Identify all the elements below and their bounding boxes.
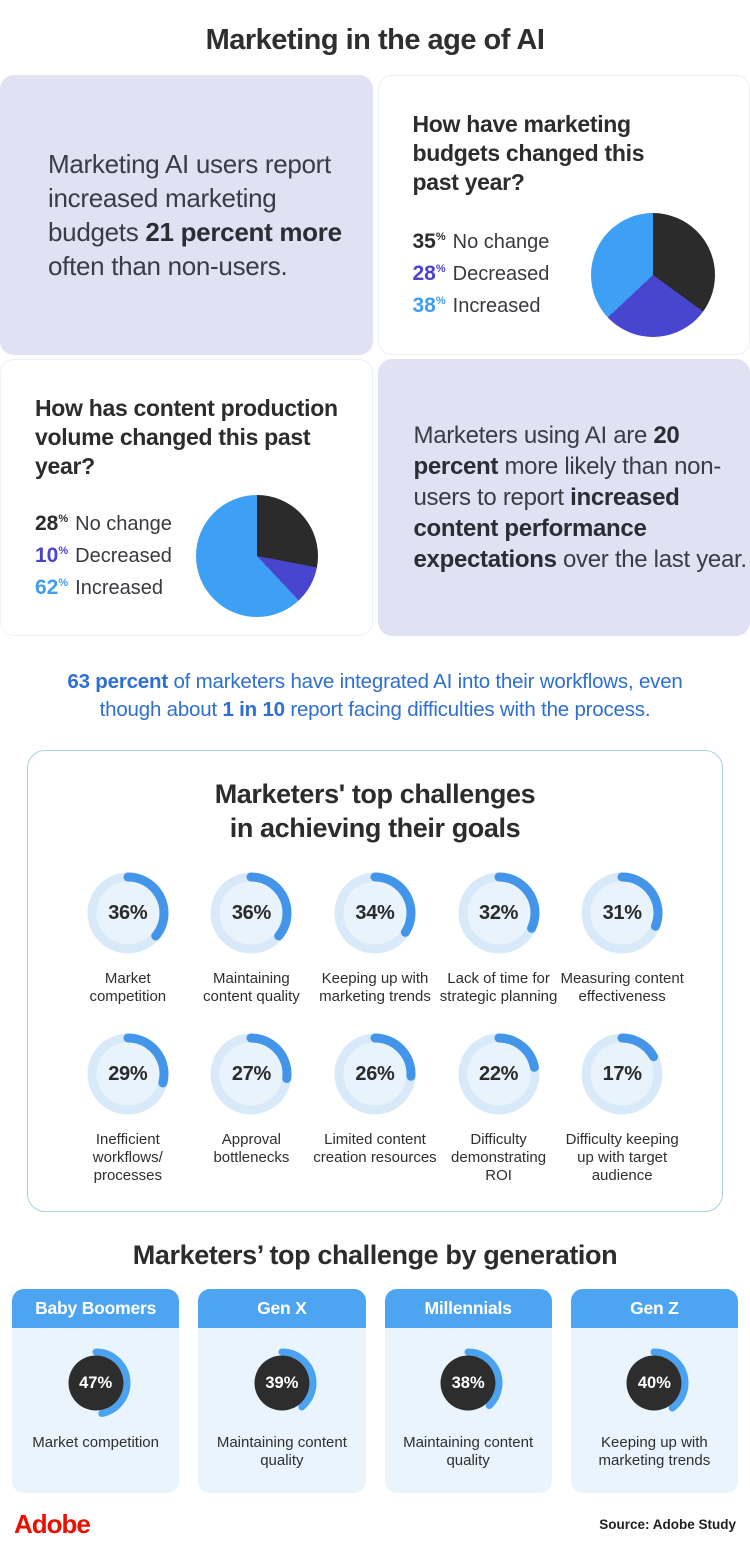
progress-ring: 34% (333, 871, 417, 955)
progress-ring: 29% (86, 1032, 170, 1116)
progress-ring: 39% (244, 1345, 320, 1421)
challenge-stat: 17% Difficulty keeping up with target au… (560, 1032, 684, 1185)
generation-card-baby-boomers: Baby Boomers 47% Market competition (12, 1289, 180, 1493)
progress-ring: 22% (457, 1032, 541, 1116)
stat-card-expectations: Marketers using AI are 20 percent more l… (377, 359, 750, 636)
progress-ring: 32% (457, 871, 541, 955)
stat-card-content-volume: How has content production volume change… (0, 359, 373, 636)
legend-item: 28% No change (35, 512, 172, 535)
challenge-stat: 32% Lack of time for strategic planning (437, 871, 561, 1006)
progress-ring: 31% (580, 871, 664, 955)
progress-ring: 27% (209, 1032, 293, 1116)
budgets-chart-row: 35% No change 28% Decreased 38% Increased (413, 211, 732, 337)
progress-ring: 36% (86, 871, 170, 955)
progress-ring: 17% (580, 1032, 664, 1116)
challenge-stat: 36% Market competition (66, 871, 190, 1006)
page-title: Marketing in the age of AI (205, 24, 545, 56)
budgets-pie-chart (591, 213, 715, 337)
stats-grid: Marketing AI users report increased mark… (0, 75, 750, 636)
generation-card-millennials: Millennials 38% Maintaining content qual… (384, 1289, 552, 1493)
challenge-stat: 26% Limited content creation resources (313, 1032, 437, 1185)
challenges-panel: Marketers' top challenges in achieving t… (27, 750, 723, 1212)
content-volume-question: How has content production volume change… (35, 395, 338, 479)
challenge-stat: 29% Inefficient workflows/ processes (66, 1032, 190, 1185)
stat-card-ai-users: Marketing AI users report increased mark… (0, 75, 373, 355)
expectations-statement: Marketers using AI are 20 percent more l… (413, 422, 748, 573)
challenge-stat: 22% Difficulty demonstrating ROI (437, 1032, 561, 1185)
stat-card-budgets: How have marketing budgets changed this … (377, 75, 750, 355)
generation-card-gen-x: Gen X 39% Maintaining content quality (198, 1289, 366, 1493)
challenges-row-2: 29% Inefficient workflows/ processes 27%… (56, 1032, 694, 1185)
progress-ring: 47% (58, 1345, 134, 1421)
content-chart-row: 28% No change 10% Decreased 62% Increased (35, 495, 354, 617)
integration-callout: 63 percent of marketers have integrated … (67, 670, 683, 721)
budgets-legend: 35% No change 28% Decreased 38% Increased (413, 222, 550, 326)
budgets-question: How have marketing budgets changed this … (412, 111, 645, 195)
legend-item: 10% Decreased (35, 544, 172, 567)
challenge-stat: 27% Approval bottlenecks (190, 1032, 314, 1185)
challenges-row-1: 36% Market competition 36% Maintaining c… (56, 871, 694, 1006)
challenge-stat: 31% Measuring content effectiveness (560, 871, 684, 1006)
footer: Adobe Source: Adobe Study (14, 1509, 736, 1540)
legend-item: 38% Increased (412, 294, 541, 317)
legend-item: 35% No change (412, 230, 550, 253)
adobe-logo: Adobe (14, 1509, 91, 1539)
content-legend: 28% No change 10% Decreased 62% Increased (35, 504, 172, 608)
ai-users-statement: Marketing AI users report increased mark… (48, 149, 342, 281)
generation-title: Marketers’ top challenge by generation (132, 1240, 618, 1270)
progress-ring: 26% (333, 1032, 417, 1116)
legend-item: 62% Increased (35, 576, 163, 599)
progress-ring: 40% (616, 1345, 692, 1421)
progress-ring: 36% (209, 871, 293, 955)
challenge-stat: 36% Maintaining content quality (190, 871, 314, 1006)
legend-item: 28% Decreased (412, 262, 550, 285)
source-credit: Source: Adobe Study (599, 1517, 736, 1532)
challenge-stat: 34% Keeping up with marketing trends (313, 871, 437, 1006)
content-volume-pie-chart (195, 495, 318, 617)
generation-grid: Baby Boomers 47% Market competition Gen … (12, 1289, 738, 1493)
challenges-title: Marketers' top challenges in achieving t… (214, 779, 536, 843)
generation-card-gen-z: Gen Z 40% Keeping up with marketing tren… (570, 1289, 738, 1493)
progress-ring: 38% (430, 1345, 506, 1421)
